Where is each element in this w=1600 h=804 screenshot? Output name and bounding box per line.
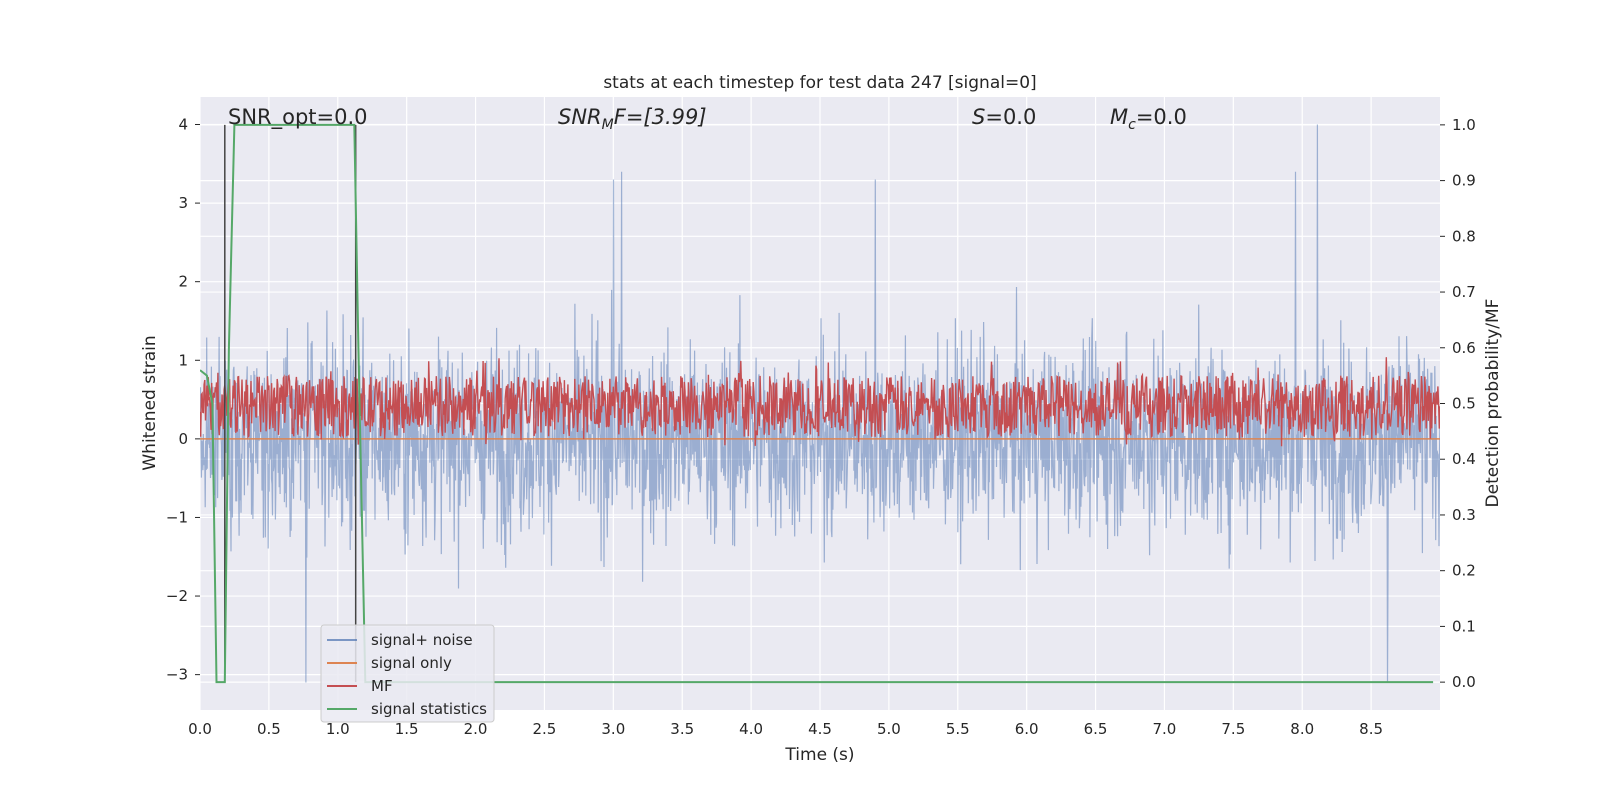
annotations: SNR_opt=0.0 SNRMF=[3.99] S=0.0 Mc=0.0	[228, 105, 1187, 133]
x-tick-label: 1.0	[326, 720, 350, 738]
axes: 0.0 0.5 1.0 1.5 2.0 2.5 3.0 3.5 4.0 4.5 5.0 5.5 6.0 6…	[166, 116, 1476, 738]
y2-tick-label: 0.7	[1452, 283, 1476, 301]
y-axis-label: Whitened strain	[140, 335, 160, 470]
y2-tick-label: 0.8	[1452, 227, 1476, 245]
y2-tick-label: 0.2	[1452, 562, 1476, 580]
snr-mf-annotation: SNRMF=[3.99]	[558, 105, 707, 133]
legend: signal+ noise signal only MF signal statist…	[320, 624, 495, 723]
x-tick-label: 8.0	[1290, 720, 1314, 738]
x-tick-label: 6.0	[1015, 720, 1039, 738]
y2-tick-label: 0.0	[1452, 673, 1476, 691]
chart-title: stats at each timestep for test data 247…	[603, 73, 1036, 93]
mc-annotation: Mc=0.0	[1110, 105, 1187, 133]
y-tick-label: 4	[178, 116, 188, 134]
legend-label: signal statistics	[371, 700, 487, 718]
y2-tick-label: 0.4	[1452, 450, 1476, 468]
y-tick-label: −2	[166, 587, 188, 605]
y-tick-label: 1	[178, 351, 188, 369]
x-tick-label: 5.0	[877, 720, 901, 738]
x-tick-label: 7.0	[1153, 720, 1177, 738]
y2-tick-label: 0.6	[1452, 339, 1476, 357]
y-tick-label: −1	[166, 508, 188, 526]
x-tick-label: 1.5	[395, 720, 419, 738]
x-tick-label: 8.5	[1359, 720, 1383, 738]
x-tick-label: 3.5	[670, 720, 694, 738]
legend-label: signal only	[371, 654, 452, 672]
mf-line	[200, 357, 1440, 447]
snr-opt-annotation: SNR_opt=0.0	[228, 105, 368, 130]
series-layer	[200, 123, 1440, 684]
x-tick-label: 2.5	[533, 720, 557, 738]
y-tick-label: 2	[178, 273, 188, 291]
x-tick-label: 5.5	[946, 720, 970, 738]
x-tick-label: 4.5	[808, 720, 832, 738]
x-axis-label: Time (s)	[784, 745, 854, 765]
x-tick-label: 6.5	[1084, 720, 1108, 738]
series-clip-group	[200, 123, 1440, 684]
y2-tick-label: 0.1	[1452, 617, 1476, 635]
x-tick-label: 0.0	[188, 720, 212, 738]
y-tick-label: 3	[178, 194, 188, 212]
x-tick-label: 0.5	[257, 720, 281, 738]
x-tick-label: 7.5	[1221, 720, 1245, 738]
y2-tick-label: 0.9	[1452, 172, 1476, 190]
y-tick-label: 0	[178, 430, 188, 448]
y2-tick-label: 1.0	[1452, 116, 1476, 134]
x-tick-label: 4.0	[739, 720, 763, 738]
legend-label: MF	[371, 677, 393, 695]
x-tick-label: 2.0	[464, 720, 488, 738]
legend-label: signal+ noise	[371, 631, 473, 649]
legend-box	[320, 624, 495, 723]
y2-axis-label: Detection probability/MF	[1483, 299, 1503, 508]
y2-tick-label: 0.3	[1452, 506, 1476, 524]
x-tick-label: 3.0	[601, 720, 625, 738]
y2-tick-label: 0.5	[1452, 395, 1476, 413]
s-annotation: S=0.0	[972, 105, 1036, 129]
y-tick-label: −3	[166, 666, 188, 684]
signal-statistics-line	[200, 123, 1434, 684]
